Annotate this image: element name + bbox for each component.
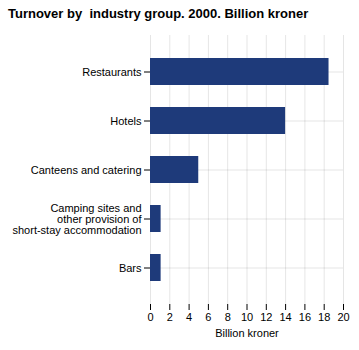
- svg-text:18: 18: [318, 311, 330, 323]
- svg-text:Restaurants: Restaurants: [82, 66, 142, 78]
- svg-text:12: 12: [260, 311, 272, 323]
- svg-text:0: 0: [147, 311, 153, 323]
- svg-text:14: 14: [279, 311, 291, 323]
- svg-text:Bars: Bars: [119, 262, 142, 274]
- svg-text:Canteens and catering: Canteens and catering: [31, 164, 142, 176]
- svg-text:6: 6: [205, 311, 211, 323]
- svg-text:4: 4: [186, 311, 192, 323]
- svg-text:2: 2: [167, 311, 173, 323]
- svg-text:Hotels: Hotels: [110, 115, 142, 127]
- svg-text:8: 8: [225, 311, 231, 323]
- svg-text:20: 20: [337, 311, 349, 323]
- svg-text:10: 10: [241, 311, 253, 323]
- svg-text:Camping sites andother provisi: Camping sites andother provision ofshort…: [13, 202, 143, 236]
- svg-text:16: 16: [299, 311, 311, 323]
- html-text:Turnover by industry group. 20: Turnover by industry group. 2000. Billio…: [8, 6, 309, 21]
- svg-text:Billion kroner: Billion kroner: [215, 327, 279, 339]
